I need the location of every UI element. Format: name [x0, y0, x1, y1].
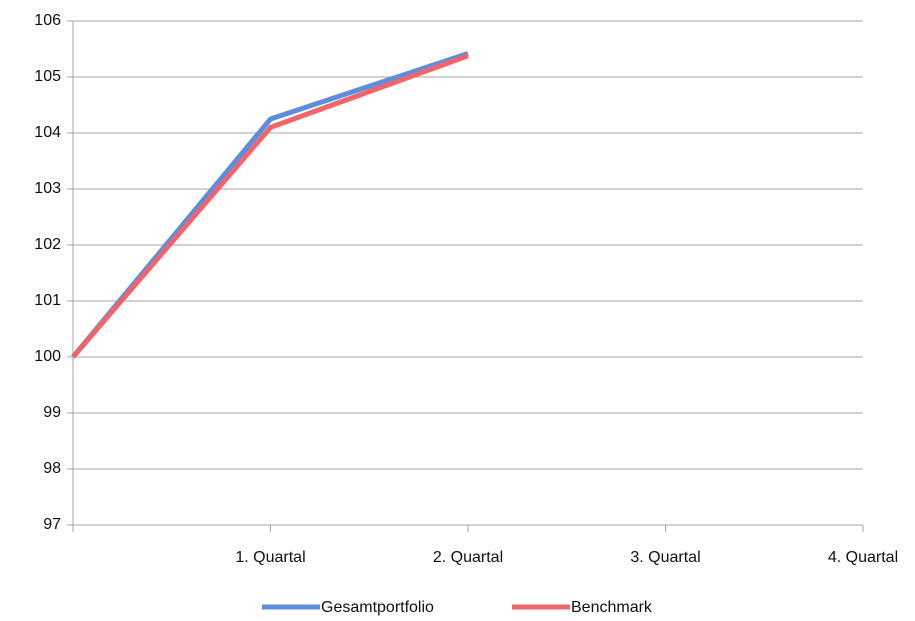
y-tick-label: 98 — [43, 460, 61, 477]
y-tick-label: 97 — [43, 516, 61, 533]
y-tick-label: 99 — [43, 404, 61, 421]
y-tick-label: 105 — [34, 68, 61, 85]
x-tick-label: 4. Quartal — [828, 549, 898, 566]
legend-label: Benchmark — [571, 599, 653, 616]
x-tick-label: 2. Quartal — [433, 549, 503, 566]
y-tick-label: 100 — [34, 348, 61, 365]
y-tick-label: 103 — [34, 180, 61, 197]
y-tick-label: 104 — [34, 124, 61, 141]
y-tick-label: 102 — [34, 236, 61, 253]
series-line — [71, 51, 469, 359]
legend-label: Gesamtportfolio — [321, 599, 434, 616]
x-tick-label: 3. Quartal — [630, 549, 700, 566]
y-tick-label: 101 — [34, 292, 61, 309]
y-tick-label: 106 — [34, 12, 61, 29]
x-tick-label: 1. Quartal — [235, 549, 305, 566]
series-line — [71, 53, 469, 359]
